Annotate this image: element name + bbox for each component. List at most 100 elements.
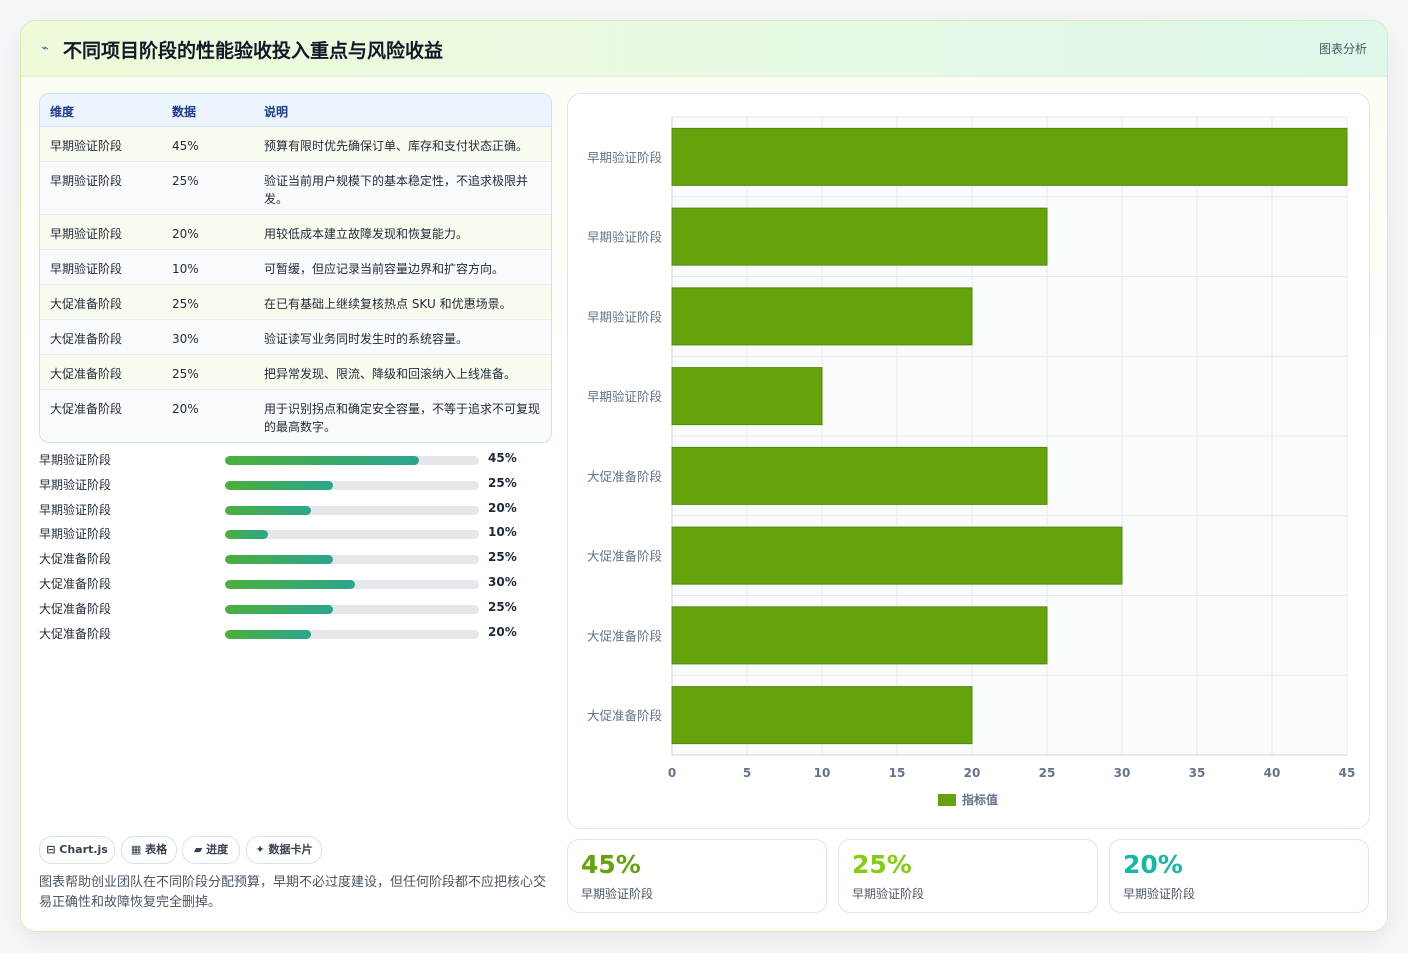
progress-label: 大促准备阶段 <box>39 626 112 641</box>
progress-track <box>225 480 479 490</box>
table-cell-desc: 可暂缓，但应记录当前容量边界和扩容方向。 <box>264 262 505 276</box>
progress-track <box>225 505 479 515</box>
bar <box>671 446 1048 505</box>
x-tick-label: 25 <box>1039 766 1056 780</box>
progress-label: 早期验证阶段 <box>39 502 112 517</box>
progress-track <box>225 580 479 589</box>
stat-value: 25% <box>852 850 912 879</box>
table-header-dim: 维度 <box>50 105 75 119</box>
x-tick-label: 40 <box>1264 766 1281 780</box>
table-cell-value: 20% <box>172 402 199 416</box>
progress-value: 25% <box>488 550 517 565</box>
legend-label: 指标值 <box>962 792 998 807</box>
y-tick-label: 早期验证阶段 <box>587 230 662 245</box>
progress-fill <box>225 505 312 515</box>
bar-chart-panel: 0 5 10 15 20 25 30 35 40 45 早期验证阶段 早期验证阶段 早期验证阶段 早期验证… <box>567 93 1370 829</box>
table-row: 早期验证阶段 45% 预算有限时优先确保订单、库存和支付状态正确。 <box>40 127 551 162</box>
x-tick-label: 5 <box>743 766 751 780</box>
progress-track <box>225 629 479 639</box>
table-cell-dim: 早期验证阶段 <box>50 139 123 153</box>
bar <box>671 207 1048 266</box>
table-cell-desc: 预算有限时优先确保订单、库存和支付状态正确。 <box>264 139 529 153</box>
table-cell-value: 25% <box>172 297 199 311</box>
progress-value: 20% <box>488 500 517 515</box>
table-cell-dim: 大促准备阶段 <box>50 332 123 346</box>
x-tick-label: 30 <box>1114 766 1131 780</box>
progress-fill <box>225 604 333 614</box>
table-row: 早期验证阶段 10% 可暂缓，但应记录当前容量边界和扩容方向。 <box>40 250 551 285</box>
y-tick-label: 大促准备阶段 <box>587 469 662 484</box>
stat-card: 25% 早期验证阶段 <box>838 839 1098 913</box>
progress-fill <box>225 555 333 565</box>
bar <box>671 686 973 745</box>
y-tick-label: 大促准备阶段 <box>587 708 662 723</box>
header-badge: 图表分析 <box>1318 42 1367 56</box>
table-cell-value: 25% <box>172 174 199 188</box>
x-tick-label: 10 <box>814 766 831 780</box>
bar-chart: 0 5 10 15 20 25 30 35 40 45 早期验证阶段早期验证阶段早期验证阶段早期验证… <box>587 116 1356 807</box>
stat-label: 早期验证阶段 <box>1123 887 1196 901</box>
table-row: 早期验证阶段 20% 用较低成本建立故障发现和恢复能力。 <box>40 215 551 250</box>
table-cell-value: 30% <box>172 332 199 346</box>
page-title: 不同项目阶段的性能验收投入重点与风险收益 <box>63 40 444 62</box>
progress-label: 大促准备阶段 <box>39 577 112 591</box>
table-row: 大促准备阶段 25% 把异常发现、限流、降级和回滚纳入上线准备。 <box>40 355 551 390</box>
y-tick-label: 早期验证阶段 <box>587 389 662 404</box>
y-tick-label: 大促准备阶段 <box>587 549 662 564</box>
table-row: 大促准备阶段 20% 用于识别拐点和确定安全容量，不等于追求不可复现的最高数字。 <box>40 390 551 442</box>
bar <box>671 287 973 346</box>
stat-value: 45% <box>581 850 641 879</box>
y-tick-label: 早期验证阶段 <box>587 150 662 165</box>
table-cell-dim: 早期验证阶段 <box>50 227 123 241</box>
table-cell-dim: 早期验证阶段 <box>50 174 123 188</box>
progress-fill <box>225 456 420 465</box>
progress-label: 大促准备阶段 <box>39 552 112 567</box>
table-cell-desc: 在已有基础上继续复核热点 SKU 和优惠场景。 <box>264 297 512 311</box>
chip-table[interactable]: ▦ 表格 <box>121 836 177 864</box>
table-cell-desc: 验证读写业务同时发生时的系统容量。 <box>264 332 469 346</box>
table-header: 维度 数据 说明 <box>40 94 551 127</box>
table-header-value: 数据 <box>172 105 197 119</box>
progress-value: 45% <box>488 451 517 465</box>
progress-track <box>225 456 479 465</box>
table-cell-dim: 大促准备阶段 <box>50 367 123 381</box>
table-cell-desc: 把异常发现、限流、降级和回滚纳入上线准备。 <box>264 367 517 381</box>
progress-fill <box>225 480 333 490</box>
bar <box>671 367 823 426</box>
table-cell-value: 45% <box>172 139 199 153</box>
table-row: 早期验证阶段 25% 验证当前用户规模下的基本稳定性，不追求极限并发。 <box>40 162 551 215</box>
stat-card: 45% 早期验证阶段 <box>567 839 827 913</box>
x-tick-label: 45 <box>1339 766 1356 780</box>
main-card: ⌁ 不同项目阶段的性能验收投入重点与风险收益 图表分析 维度 数据 说明 早期验… <box>20 20 1388 932</box>
table-cell-desc: 用于识别拐点和确定安全容量，不等于追求不可复现的最高数字。 <box>264 402 541 434</box>
stat-label: 早期验证阶段 <box>581 887 654 901</box>
table-cell-desc: 用较低成本建立故障发现和恢复能力。 <box>264 227 469 241</box>
header-bar: ⌁ 不同项目阶段的性能验收投入重点与风险收益 图表分析 <box>21 21 1387 77</box>
progress-value: 10% <box>488 525 517 540</box>
chip-chartjs[interactable]: ⊟ Chart.js <box>39 836 115 864</box>
progress-label: 早期验证阶段 <box>39 477 112 492</box>
stat-value: 20% <box>1123 850 1183 879</box>
table-row: 大促准备阶段 25% 在已有基础上继续复核热点 SKU 和优惠场景。 <box>40 285 551 320</box>
progress-fill <box>225 629 312 639</box>
x-tick-label: 0 <box>668 766 676 780</box>
table-cell-dim: 早期验证阶段 <box>50 262 123 276</box>
x-tick-label: 15 <box>889 766 906 780</box>
table-header-desc: 说明 <box>264 105 289 119</box>
progress-value: 20% <box>488 624 517 639</box>
table-cell-value: 25% <box>172 367 199 381</box>
table-cell-value: 20% <box>172 227 199 241</box>
progress-value: 25% <box>488 475 517 490</box>
chart-line-icon: ⌁ <box>41 41 49 56</box>
chip-progress[interactable]: ▰ 进度 <box>182 836 240 864</box>
y-tick-label: 大促准备阶段 <box>587 628 662 643</box>
stat-label: 早期验证阶段 <box>852 887 925 901</box>
table-cell-dim: 大促准备阶段 <box>50 297 123 311</box>
table-cell-desc: 验证当前用户规模下的基本稳定性，不追求极限并发。 <box>264 174 529 206</box>
footer-note: 图表帮助创业团队在不同阶段分配预算，早期不必过度建设，但任何阶段都不应把核心交易… <box>39 875 547 910</box>
table-row: 大促准备阶段 30% 验证读写业务同时发生时的系统容量。 <box>40 320 551 355</box>
chip-data-card[interactable]: ✦ 数据卡片 <box>246 836 322 864</box>
x-tick-label: 20 <box>964 766 981 780</box>
progress-value: 25% <box>488 599 517 614</box>
table-cell-value: 10% <box>172 262 199 276</box>
